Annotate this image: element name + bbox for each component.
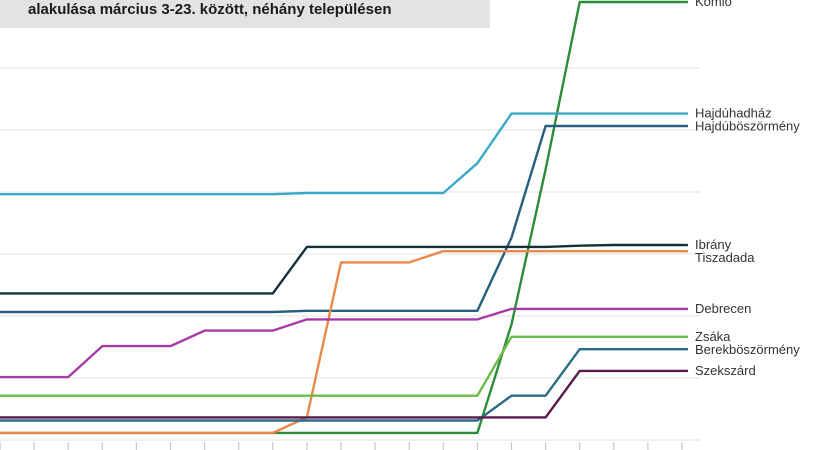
chart-title-box: alakulása március 3-23. között, néhány t… [0,0,490,28]
series-lines [0,0,688,435]
series-line-6 [0,335,682,397]
series-line-1 [0,112,682,196]
series-label-7: Berekböszörmény [695,342,800,357]
series-line-5 [0,307,682,379]
series-line-3 [0,243,682,295]
series-line-4 [0,249,682,435]
series-label-2: Hajdúböszörmény [695,119,800,134]
series-line-2 [0,124,682,314]
gridlines [0,67,700,441]
series-label-5: Debrecen [695,301,751,316]
x-axis-ticks [0,442,683,450]
series-line-0 [0,0,682,435]
series-line-7 [0,348,682,422]
series-label-3: Ibrány [695,237,732,252]
series-label-1: Hajdúhadház [695,106,772,121]
series-label-0: Komló [695,0,732,9]
series-label-6: Zsáka [695,329,731,344]
chart-title: alakulása március 3-23. között, néhány t… [28,1,392,18]
series-line-8 [0,369,682,419]
series-label-8: Szekszárd [695,363,756,378]
series-label-4: Tiszadada [695,250,755,265]
